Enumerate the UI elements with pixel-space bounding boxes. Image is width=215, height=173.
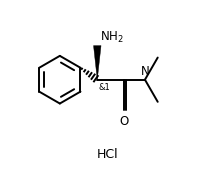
Polygon shape [94,46,101,80]
Text: NH$_2$: NH$_2$ [100,30,124,45]
Text: HCl: HCl [97,148,118,161]
Text: N: N [141,65,149,78]
Text: &1: &1 [99,83,111,92]
Text: O: O [119,115,128,128]
